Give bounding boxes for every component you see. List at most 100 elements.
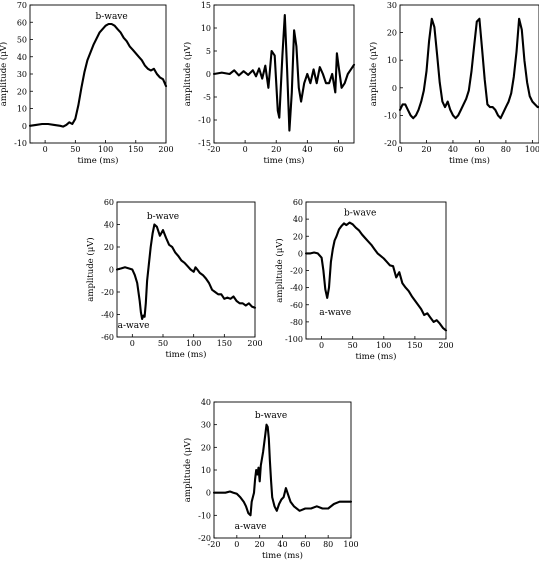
chart-1: 0 50 100 150 200 -10 0 10 20 30 40 50 60 70 time (ms) a… (0, 1, 174, 166)
x-tick-label: 200 (158, 145, 173, 154)
x-tick-label: 0 (319, 341, 324, 350)
x-tick-label: 150 (128, 145, 143, 154)
x-axis-label: time (ms) (264, 155, 305, 166)
x-tick-label: 100 (98, 145, 113, 154)
plot-frame (116, 201, 256, 338)
y-tick-label: 15 (201, 1, 211, 10)
chart-2: -20 0 20 40 60 -15 -10 -5 0 5 10 15 time (ms) amplitu… (182, 1, 356, 166)
y-tick-label: -20 (290, 267, 303, 276)
x-axis-label: time (ms) (262, 550, 303, 561)
y-tick-label: 10 (201, 24, 211, 33)
waveform-line (212, 14, 356, 132)
x-tick-label: 0 (397, 145, 402, 154)
y-tick-label: -20 (384, 139, 397, 148)
x-tick-label: 80 (323, 540, 333, 549)
y-tick-label: -100 (285, 335, 303, 344)
y-tick-label: 30 (201, 421, 211, 430)
y-tick-label: 50 (17, 36, 27, 45)
x-tick-label: 50 (158, 339, 168, 348)
x-tick-label: 100 (376, 341, 391, 350)
y-axis-label: amplitude (μV) (0, 42, 9, 106)
y-tick-label: 0 (206, 489, 211, 498)
y-tick-label: -10 (198, 116, 211, 125)
x-tick-label: 100 (343, 540, 358, 549)
wave-annotation: a-wave (118, 321, 150, 331)
x-tick-label: 50 (70, 145, 80, 154)
x-axis-label: time (ms) (356, 351, 397, 362)
chart-4: 0 50 100 150 200 -60 -40 -20 0 20 40 60 time (ms) amp… (85, 198, 263, 360)
y-tick-label: 0 (206, 70, 211, 79)
x-tick-label: 60 (333, 145, 343, 154)
y-tick-label: 5 (206, 47, 211, 56)
x-tick-label: 40 (302, 145, 312, 154)
x-axis-label: time (ms) (449, 155, 490, 166)
y-tick-label: 40 (17, 53, 27, 62)
y-tick-label: -20 (101, 288, 114, 297)
x-tick-label: 0 (234, 540, 239, 549)
plot-frame (29, 4, 167, 144)
y-axis-label: amplitude (μV) (368, 42, 379, 106)
x-tick-label: 200 (438, 341, 453, 350)
x-tick-label: 100 (525, 145, 539, 154)
y-tick-label: 40 (104, 221, 114, 230)
y-tick-label: 40 (293, 215, 303, 224)
y-tick-label: 20 (17, 87, 27, 96)
y-tick-label: 10 (201, 466, 211, 475)
x-tick-label: 50 (348, 341, 358, 350)
y-tick-label: -80 (290, 318, 303, 327)
wave-annotation: b-wave (147, 212, 179, 222)
wave-annotation: a-wave (319, 308, 351, 318)
wave-annotation: a-wave (235, 522, 267, 532)
plot-frame (305, 201, 447, 340)
y-tick-label: 20 (293, 232, 303, 241)
y-tick-label: -20 (198, 534, 211, 543)
y-tick-label: 0 (109, 266, 114, 275)
plot-frame (399, 4, 539, 144)
x-tick-label: -20 (208, 145, 221, 154)
waveform-line (212, 423, 353, 517)
x-tick-label: 0 (243, 145, 248, 154)
x-tick-label: -20 (208, 540, 221, 549)
y-tick-label: 60 (104, 198, 114, 207)
waveform-line (304, 221, 448, 332)
waveform-line (115, 223, 257, 321)
chart-3: 0 20 40 60 80 100 -20 -10 0 10 20 30 time (ms) amplit… (368, 1, 539, 166)
y-tick-label: 10 (387, 56, 397, 65)
y-tick-label: 60 (293, 198, 303, 207)
y-tick-label: 40 (201, 398, 211, 407)
y-tick-label: 0 (22, 122, 27, 131)
y-tick-label: -40 (101, 311, 114, 320)
chart-5: 0 50 100 150 200 -100 -80 -60 -40 -20 0 20 40 60 time … (274, 198, 454, 362)
x-tick-label: 150 (407, 341, 422, 350)
plot-frame (213, 401, 352, 539)
y-tick-label: 60 (17, 18, 27, 27)
x-tick-label: 60 (300, 540, 310, 549)
x-tick-label: 80 (501, 145, 511, 154)
x-tick-label: 0 (130, 339, 135, 348)
wave-annotation: b-wave (344, 209, 376, 219)
y-tick-label: -60 (101, 333, 114, 342)
x-tick-label: 100 (186, 339, 201, 348)
waveform-line (28, 22, 168, 128)
y-tick-label: 20 (387, 29, 397, 38)
y-tick-label: -10 (198, 511, 211, 520)
y-tick-label: -15 (198, 139, 211, 148)
x-tick-label: 20 (255, 540, 265, 549)
y-tick-label: 20 (104, 243, 114, 252)
y-tick-label: 30 (17, 70, 27, 79)
y-tick-label: -60 (290, 301, 303, 310)
x-tick-label: 40 (448, 145, 458, 154)
y-tick-label: -40 (290, 284, 303, 293)
x-tick-label: 0 (43, 145, 48, 154)
wave-annotation: b-wave (95, 12, 127, 22)
y-tick-label: 10 (17, 105, 27, 114)
y-axis-label: amplitude (μV) (182, 42, 193, 106)
y-tick-label: 0 (298, 249, 303, 258)
x-axis-label: time (ms) (166, 349, 207, 360)
y-axis-label: amplitude (μV) (85, 237, 96, 301)
y-axis-label: amplitude (μV) (274, 238, 285, 302)
y-tick-label: -10 (384, 111, 397, 120)
y-tick-label: 30 (387, 1, 397, 10)
